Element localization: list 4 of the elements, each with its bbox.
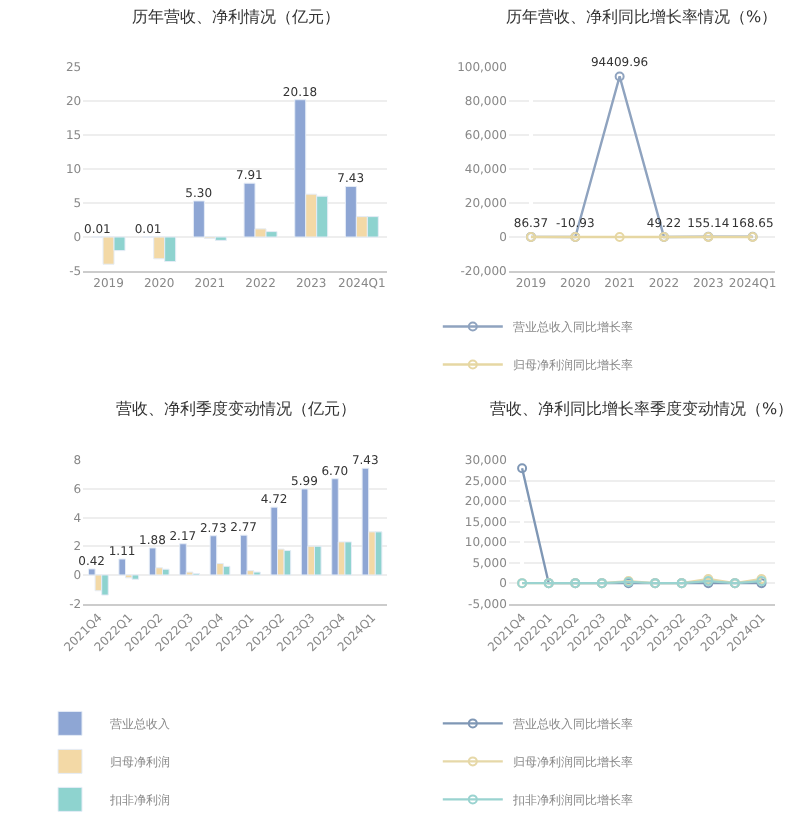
chart-title: 营收、净利同比增长率季度变动情况（%） xyxy=(490,400,794,418)
chart-title: 营收、净利季度变动情况（亿元） xyxy=(116,400,356,418)
chart-title: 历年营收、净利同比增长率情况（%） xyxy=(506,8,778,26)
chart-title: 历年营收、净利情况（亿元） xyxy=(132,8,340,26)
